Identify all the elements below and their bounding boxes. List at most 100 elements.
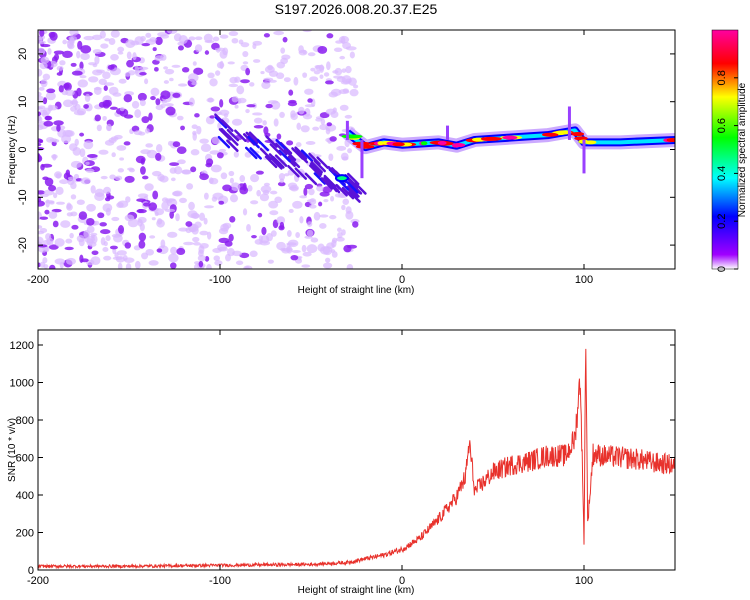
chirp-streak <box>313 172 327 185</box>
noise-blob <box>178 227 189 232</box>
noise-blob <box>86 225 95 234</box>
noise-blob <box>217 243 227 251</box>
noise-blob <box>181 169 191 175</box>
noise-blob <box>134 65 139 74</box>
noise-blob <box>222 184 232 192</box>
noise-blob <box>314 65 321 69</box>
noise-blob <box>301 244 307 253</box>
noise-blob <box>102 71 111 80</box>
noise-blob <box>66 202 72 210</box>
noise-blob <box>38 196 42 203</box>
noise-blob <box>280 247 286 252</box>
noise-blob <box>103 255 112 261</box>
noise-blob <box>341 229 346 236</box>
noise-blob <box>172 92 181 98</box>
noise-blob <box>126 59 134 68</box>
noise-blob <box>155 152 162 161</box>
noise-blob <box>109 174 116 180</box>
spectrogram-y-label: Frequency (Hz) <box>7 116 18 185</box>
colorbar-tick-label: 0.6 <box>716 118 728 133</box>
signal-hotspot <box>480 136 502 141</box>
snr-y-ticks: 0 200 400 600 800 1000 1200 <box>10 340 675 577</box>
noise-blob <box>310 237 319 243</box>
y-tick-label: 20 <box>17 48 29 60</box>
spectrogram-x-label: Height of straight line (km) <box>298 285 415 296</box>
noise-blob <box>204 40 215 44</box>
noise-blob <box>77 79 89 88</box>
noise-blob <box>56 65 64 71</box>
noise-blob <box>145 32 152 38</box>
noise-blob <box>40 43 51 48</box>
noise-blob <box>228 31 239 37</box>
noise-blob <box>117 262 123 269</box>
noise-blob <box>199 173 209 181</box>
noise-blob <box>313 211 321 221</box>
noise-blob <box>39 62 48 70</box>
noise-blob <box>227 61 235 65</box>
noise-blob <box>318 201 323 207</box>
signal-hotspot <box>420 141 428 146</box>
noise-blob <box>131 100 140 109</box>
noise-blob <box>113 234 123 243</box>
noise-blob <box>102 246 109 253</box>
noise-blob <box>160 239 166 249</box>
noise-blob <box>274 196 283 204</box>
noise-blob <box>86 154 98 158</box>
noise-blob <box>234 104 239 109</box>
noise-blob <box>335 40 343 44</box>
noise-blob <box>123 114 134 119</box>
noise-blob <box>96 124 102 132</box>
noise-blob <box>110 136 119 141</box>
noise-blob <box>196 125 202 135</box>
noise-blob <box>48 185 57 192</box>
noise-blob <box>38 142 42 147</box>
noise-blob <box>140 166 146 175</box>
noise-blob <box>138 240 146 249</box>
noise-blob <box>78 211 88 220</box>
noise-blob <box>349 51 355 59</box>
noise-blob <box>317 46 328 54</box>
noise-blob <box>170 246 178 255</box>
noise-blob <box>323 199 329 203</box>
noise-blob <box>269 210 279 216</box>
noise-blob <box>150 87 160 97</box>
noise-blob <box>38 47 46 56</box>
x-tick-label: -100 <box>209 274 231 286</box>
chirp-streak <box>274 154 288 167</box>
noise-blob <box>49 264 56 269</box>
x-tick-label: 0 <box>399 575 405 587</box>
noise-blob <box>64 246 74 251</box>
noise-blob <box>148 112 153 121</box>
noise-blob <box>278 173 286 181</box>
noise-blob <box>231 96 239 103</box>
noise-blob <box>299 216 304 224</box>
colorbar-tick-label: 0.4 <box>716 166 728 181</box>
noise-blob <box>103 241 108 247</box>
chirp-streak <box>294 147 308 160</box>
noise-blob <box>229 177 234 184</box>
noise-blob <box>188 36 196 41</box>
noise-blob <box>338 89 350 95</box>
noise-blob <box>341 204 346 211</box>
noise-blob <box>215 70 221 76</box>
chirp-streak <box>335 183 348 197</box>
noise-blob <box>80 177 91 185</box>
noise-blob <box>99 222 107 227</box>
chirp-streak <box>269 143 283 156</box>
noise-blob <box>90 185 96 194</box>
noise-blob <box>38 106 44 111</box>
noise-blob <box>70 105 77 112</box>
noise-blob <box>102 115 107 121</box>
noise-blob <box>42 73 51 81</box>
noise-blob <box>183 241 194 246</box>
colorbar-tick-label: 0.8 <box>716 70 728 85</box>
noise-blob <box>165 106 176 116</box>
noise-blob <box>344 114 353 119</box>
noise-blob <box>305 141 316 145</box>
noise-blob <box>155 36 163 46</box>
noise-blob <box>260 185 272 193</box>
noise-blob <box>144 128 150 134</box>
noise-blob <box>161 201 169 211</box>
noise-blob <box>124 175 135 183</box>
noise-blob <box>282 36 288 43</box>
